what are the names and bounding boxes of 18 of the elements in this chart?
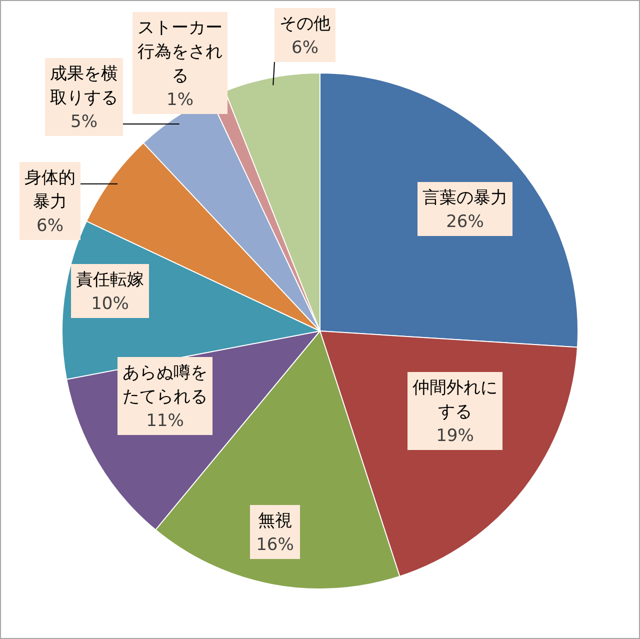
data-label: 19% — [436, 426, 474, 446]
slice-label: 仲間外れにする — [412, 378, 498, 422]
slice-label: 責任転嫁 — [76, 270, 144, 290]
data-label: 11% — [146, 411, 184, 431]
slice-label: 成果を横取りする — [50, 64, 118, 108]
slice-label: ストーカー行為をされる — [138, 18, 222, 86]
slice-label: 無視 — [258, 511, 292, 531]
data-label: 5% — [70, 112, 98, 132]
data-label: 16% — [256, 535, 294, 555]
data-label: 26% — [446, 212, 484, 232]
slice-label: あらぬ噂をたてられる — [122, 363, 208, 407]
data-label: 6% — [292, 38, 318, 58]
data-label: 1% — [166, 90, 194, 110]
slice-label: 言葉の暴力 — [422, 188, 508, 208]
slice-label: その他 — [280, 14, 330, 34]
data-label: 6% — [36, 216, 64, 236]
slice-label: 身体的暴力 — [24, 168, 76, 212]
data-label: 10% — [91, 294, 129, 314]
